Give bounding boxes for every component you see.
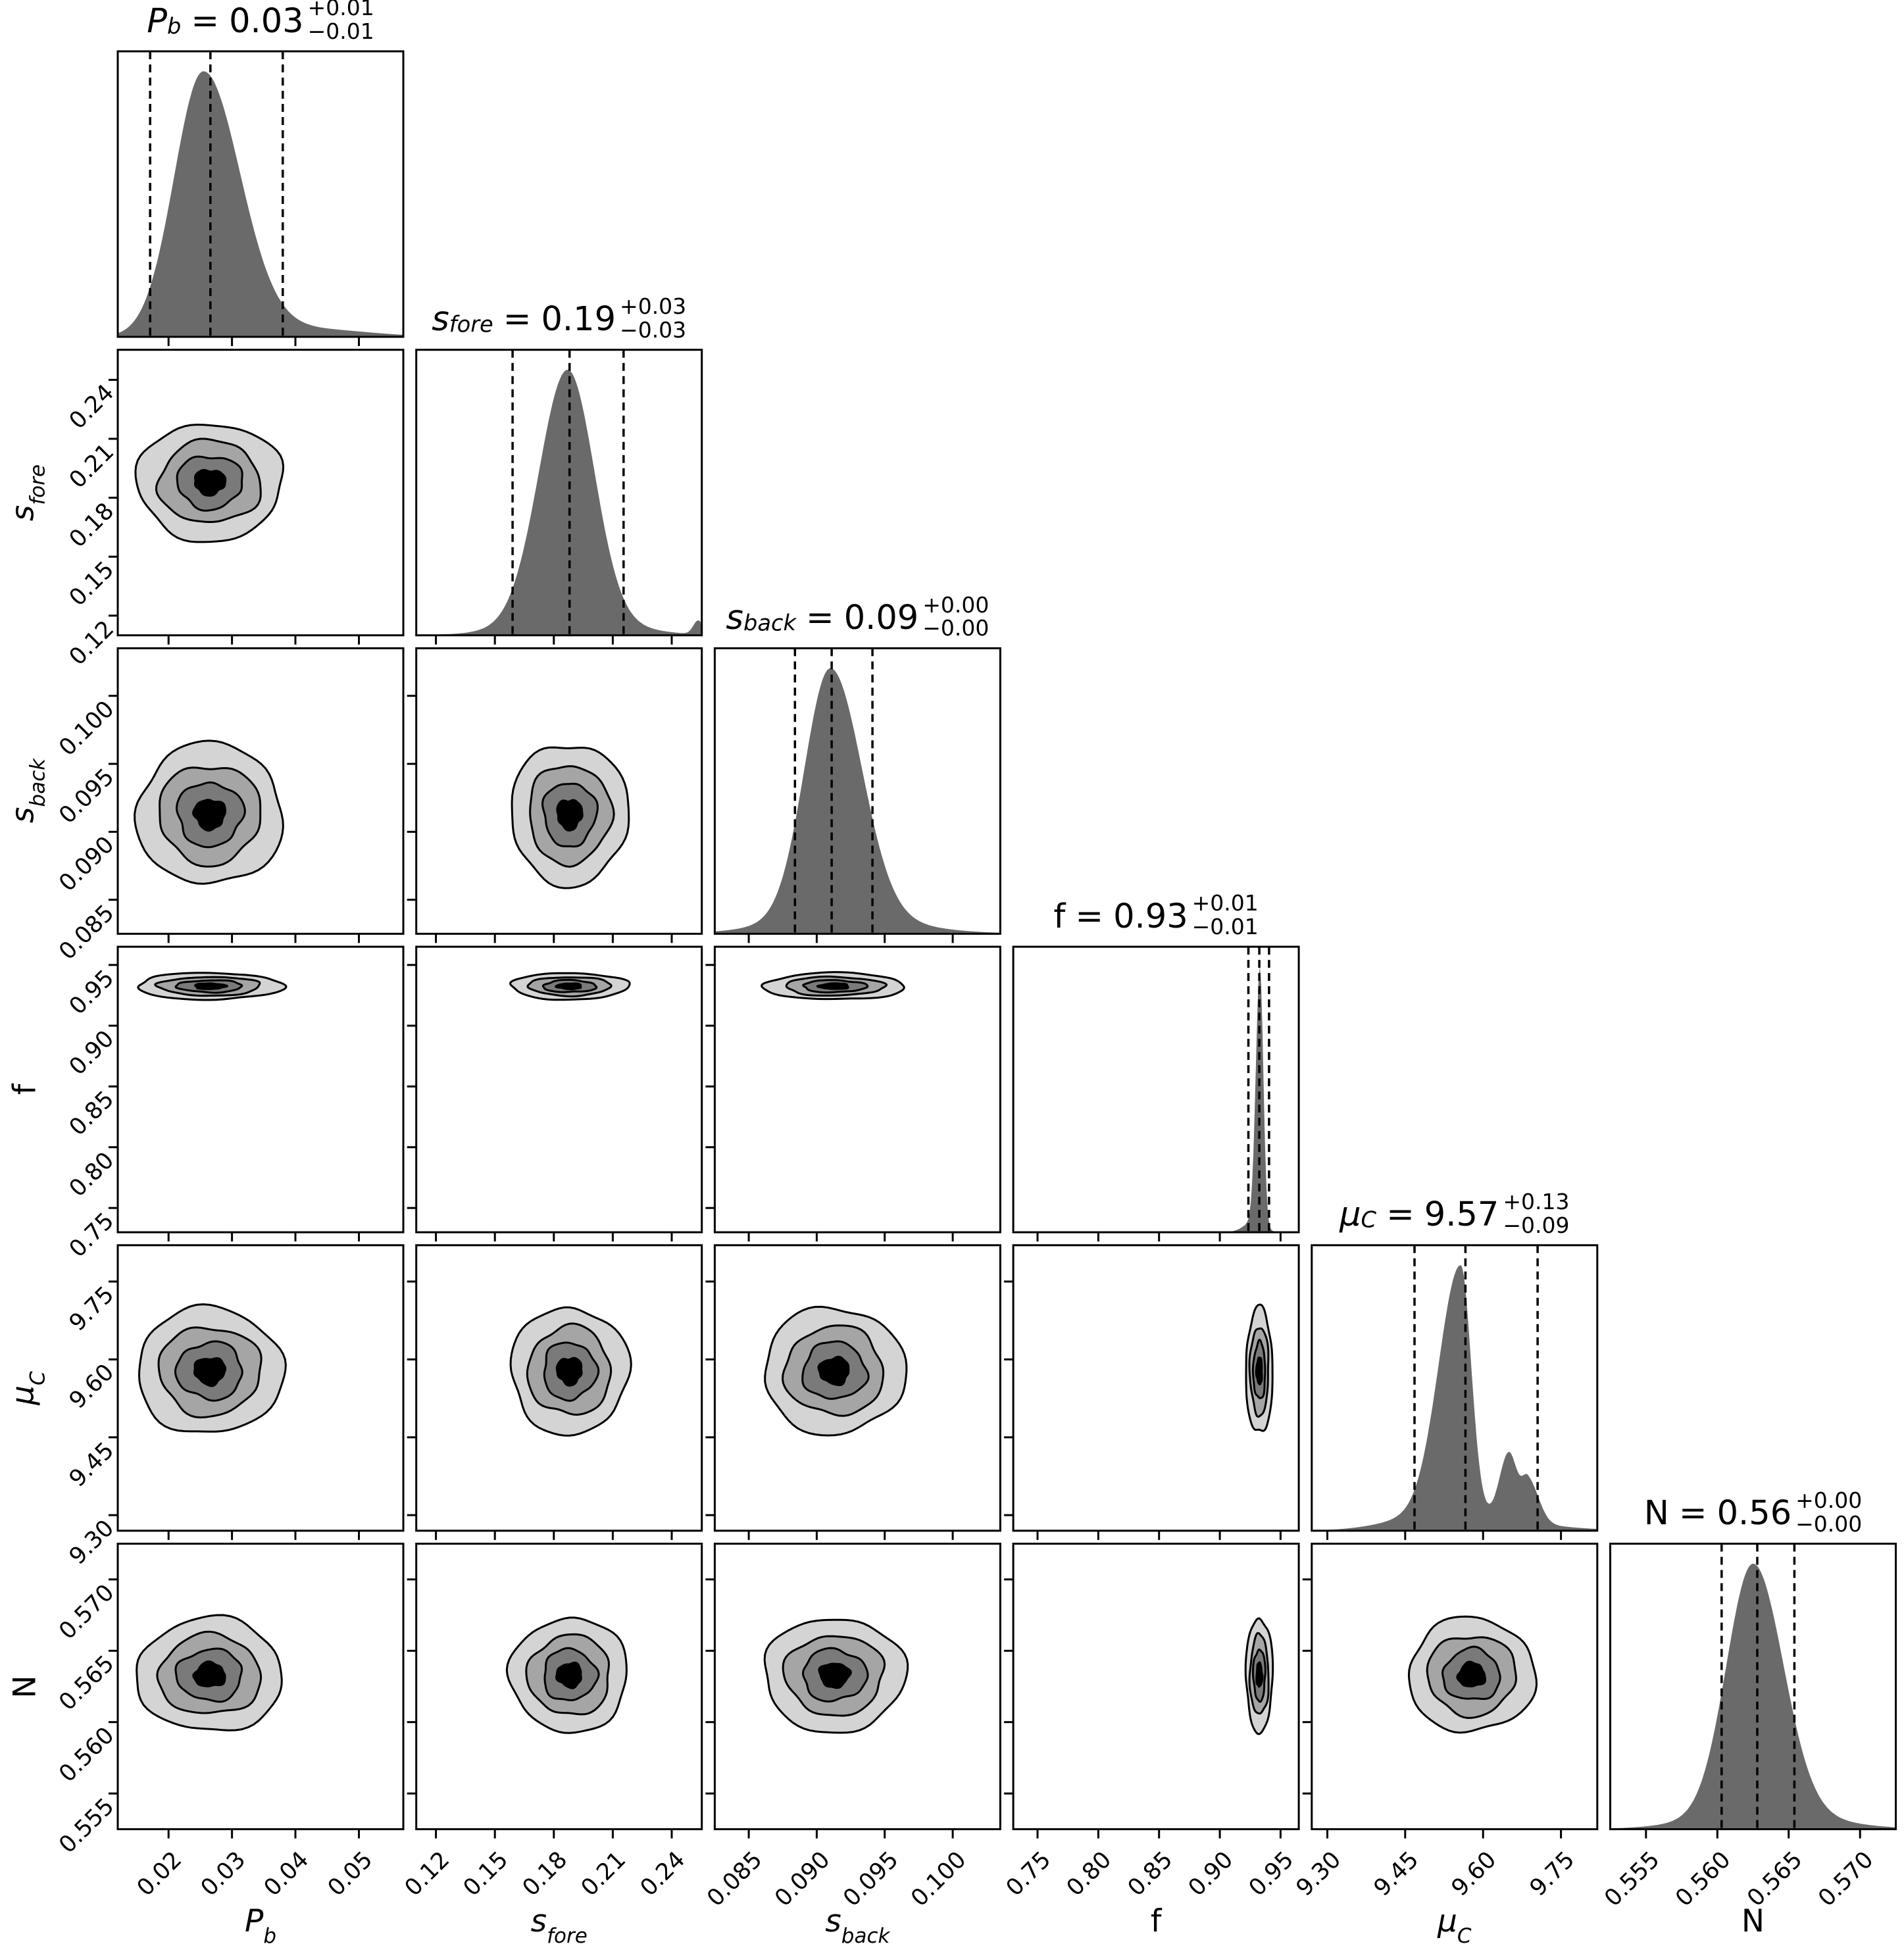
panel-border — [116, 647, 405, 935]
panel-border — [116, 50, 405, 338]
x-axis-label-N: N — [1741, 1903, 1765, 1939]
uncertainty-stack: +0.01 −0.01 — [1191, 890, 1259, 940]
panel-f-vs-P_b — [109, 945, 405, 1242]
histogram-s_back — [714, 668, 1001, 934]
contour-level-4 — [1255, 1357, 1263, 1385]
panel-border — [1609, 1543, 1897, 1830]
panel-border — [415, 945, 703, 1234]
contour-level-4 — [192, 799, 226, 832]
contour-level-4 — [555, 1357, 583, 1387]
title-N: N = 0.56 +0.00 −0.00 — [1643, 1487, 1863, 1537]
x-axis-label-f: f — [1150, 1903, 1162, 1939]
title-f: f = 0.93 +0.01 −0.01 — [1053, 890, 1259, 940]
panel-f-vs-s_back — [705, 945, 1001, 1242]
panel-hist-N — [1609, 1543, 1897, 1839]
x-axis-label-mu_C: μC — [1438, 1903, 1472, 1944]
uncertainty-stack: +0.00 −0.00 — [922, 591, 990, 641]
panel-border — [415, 349, 703, 637]
uncertainty-stack: +0.03 −0.03 — [620, 293, 687, 343]
contour-level-4 — [816, 982, 849, 990]
panel-border — [713, 945, 1001, 1234]
panel-border — [415, 1244, 703, 1532]
panel-s_fore-vs-P_b — [109, 349, 405, 645]
x-axis-label-s_back: sback — [825, 1903, 890, 1944]
y-axis-label-s_back: sback — [5, 759, 50, 824]
panel-border — [713, 1543, 1001, 1830]
panel-border — [713, 647, 1001, 935]
panel-border — [415, 1543, 703, 1830]
panel-border — [1012, 1543, 1300, 1830]
title-mu_C: μ C = 9.57 +0.13 −0.09 — [1340, 1189, 1570, 1238]
uncertainty-stack: +0.01 −0.01 — [307, 0, 374, 44]
panel-mu_C-vs-s_fore — [407, 1244, 703, 1540]
panel-s_back-vs-s_fore — [407, 647, 703, 943]
panel-border — [415, 647, 703, 935]
panel-hist-mu_C — [1311, 1244, 1599, 1540]
panel-N-vs-f — [1004, 1543, 1300, 1839]
panel-border — [1012, 945, 1300, 1234]
histogram-P_b — [118, 71, 403, 337]
contour-level-4 — [556, 799, 584, 832]
contour-level-4 — [555, 1661, 582, 1689]
x-axis-label-P_b: Pb — [244, 1903, 277, 1944]
contour-level-4 — [555, 982, 582, 991]
panel-N-vs-P_b — [109, 1543, 405, 1839]
contour-level-4 — [1456, 1660, 1487, 1687]
panel-mu_C-vs-f — [1004, 1244, 1300, 1540]
panel-mu_C-vs-P_b — [109, 1244, 405, 1540]
panel-N-vs-s_fore — [407, 1543, 703, 1839]
histogram-s_fore — [416, 370, 702, 636]
panel-border — [713, 1244, 1001, 1532]
y-axis-label-N: N — [7, 1674, 43, 1699]
panel-f-vs-s_fore — [407, 945, 703, 1242]
panel-border — [116, 349, 405, 637]
panel-hist-f — [1012, 945, 1300, 1242]
contour-level-4 — [192, 1660, 226, 1687]
y-axis-label-f: f — [7, 1084, 43, 1095]
panel-hist-P_b — [116, 50, 405, 346]
title-s_back: s back = 0.09 +0.00 −0.00 — [726, 591, 990, 641]
panel-border — [116, 945, 405, 1234]
contour-level-4 — [194, 468, 227, 497]
panel-border — [1311, 1543, 1599, 1830]
x-axis-label-s_fore: sfore — [530, 1903, 588, 1944]
uncertainty-stack: +0.13 −0.09 — [1503, 1189, 1570, 1238]
contour-level-4 — [193, 1357, 227, 1387]
contour-level-4 — [818, 1662, 852, 1689]
contour-level-4 — [194, 982, 228, 990]
panel-s_back-vs-P_b — [109, 647, 405, 943]
panel-hist-s_back — [713, 647, 1001, 943]
panel-border — [1311, 1244, 1599, 1532]
panel-border — [116, 1244, 405, 1532]
y-axis-label-mu_C: μC — [5, 1371, 50, 1405]
panel-N-vs-mu_C — [1302, 1543, 1599, 1839]
y-axis-label-s_fore: sfore — [5, 464, 50, 521]
contour-level-4 — [1255, 1661, 1264, 1688]
contour-level-4 — [817, 1355, 850, 1387]
uncertainty-stack: +0.00 −0.00 — [1795, 1487, 1863, 1537]
panel-hist-s_fore — [415, 349, 703, 645]
panel-border — [116, 1543, 405, 1830]
histogram-N — [1610, 1563, 1896, 1830]
panel-N-vs-s_back — [705, 1543, 1001, 1839]
title-s_fore: s fore = 0.19 +0.03 −0.03 — [432, 293, 687, 343]
panel-mu_C-vs-s_back — [705, 1244, 1001, 1540]
panel-border — [1012, 1244, 1300, 1532]
histogram-mu_C — [1311, 1265, 1597, 1531]
